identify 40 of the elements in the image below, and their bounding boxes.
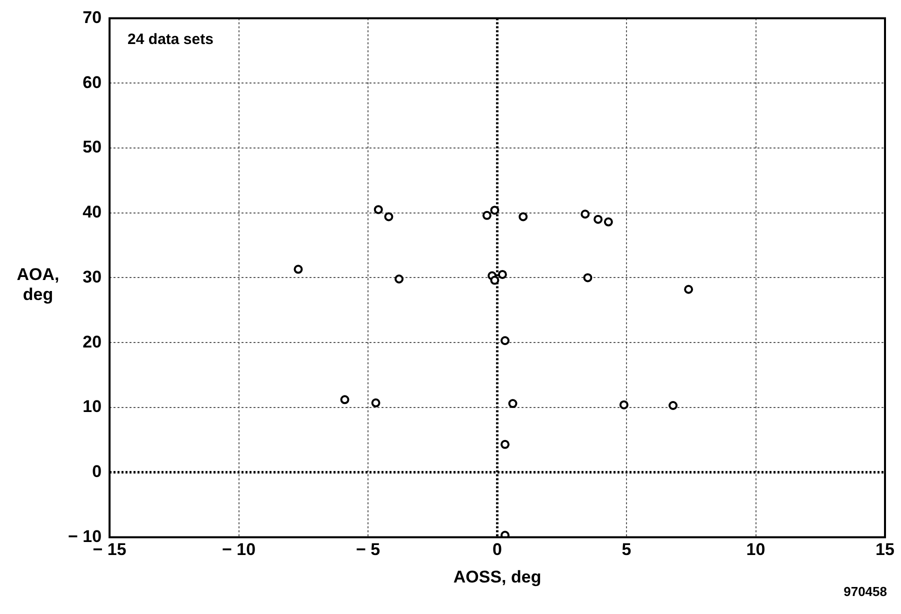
point: [604, 217, 613, 226]
y-axis-title: AOA, deg: [16, 265, 60, 305]
y-tick-label: 40: [82, 202, 102, 222]
point: [500, 440, 510, 449]
point: [580, 210, 590, 219]
point: [294, 264, 303, 274]
y-tick-label: 50: [82, 138, 102, 157]
text: 970458: [844, 584, 887, 599]
y-tick-label: 0: [92, 462, 102, 482]
point: [619, 400, 628, 410]
point: [500, 336, 510, 346]
point: [384, 212, 394, 222]
point: [340, 395, 350, 404]
point: [583, 273, 592, 282]
x-tick-label: 10: [746, 540, 766, 560]
point: [684, 284, 694, 294]
point: [490, 276, 500, 285]
y-tick-label: 20: [82, 332, 102, 352]
point: [518, 212, 528, 222]
y-tick-label: 60: [82, 72, 102, 92]
x-tick-label: 5: [622, 540, 632, 560]
annotation: 24 data sets: [128, 31, 214, 48]
x-axis-title: AOSS, deg: [453, 567, 542, 586]
point: [668, 401, 678, 410]
y-tick-label: 30: [82, 267, 102, 286]
x-tick-label: − 10: [222, 540, 256, 560]
point: [374, 205, 383, 214]
point: [482, 210, 492, 220]
point: [498, 270, 507, 279]
point: [508, 399, 518, 408]
y-tick-label: 70: [82, 8, 102, 27]
point: [594, 214, 603, 224]
point: [394, 274, 404, 284]
y-tick-label: − 10: [68, 526, 102, 546]
x-tick-label: − 5: [356, 540, 380, 560]
point: [490, 206, 500, 215]
x-tick-label: 15: [876, 540, 894, 560]
y-tick-label: 10: [82, 397, 102, 416]
x-tick-label: 0: [492, 540, 502, 560]
point: [371, 398, 380, 408]
